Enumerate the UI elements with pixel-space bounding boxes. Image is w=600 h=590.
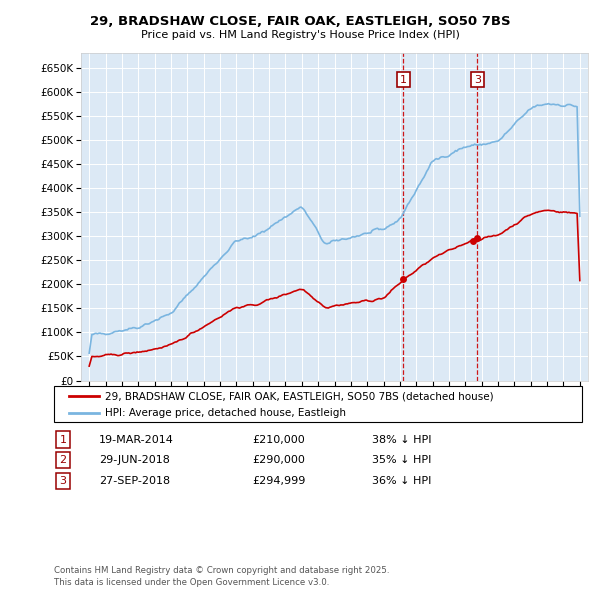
Text: 29, BRADSHAW CLOSE, FAIR OAK, EASTLEIGH, SO50 7BS: 29, BRADSHAW CLOSE, FAIR OAK, EASTLEIGH,… bbox=[89, 15, 511, 28]
Text: 29, BRADSHAW CLOSE, FAIR OAK, EASTLEIGH, SO50 7BS (detached house): 29, BRADSHAW CLOSE, FAIR OAK, EASTLEIGH,… bbox=[105, 392, 494, 401]
Text: £210,000: £210,000 bbox=[252, 435, 305, 444]
Text: 29-JUN-2018: 29-JUN-2018 bbox=[99, 455, 170, 465]
Text: 1: 1 bbox=[59, 435, 67, 444]
Text: 38% ↓ HPI: 38% ↓ HPI bbox=[372, 435, 431, 444]
Text: 1: 1 bbox=[400, 74, 407, 84]
Text: 35% ↓ HPI: 35% ↓ HPI bbox=[372, 455, 431, 465]
Text: Price paid vs. HM Land Registry's House Price Index (HPI): Price paid vs. HM Land Registry's House … bbox=[140, 30, 460, 40]
Text: £294,999: £294,999 bbox=[252, 476, 305, 486]
Text: 27-SEP-2018: 27-SEP-2018 bbox=[99, 476, 170, 486]
Text: 36% ↓ HPI: 36% ↓ HPI bbox=[372, 476, 431, 486]
Text: £290,000: £290,000 bbox=[252, 455, 305, 465]
Text: HPI: Average price, detached house, Eastleigh: HPI: Average price, detached house, East… bbox=[105, 408, 346, 418]
Text: 19-MAR-2014: 19-MAR-2014 bbox=[99, 435, 174, 444]
Text: 3: 3 bbox=[474, 74, 481, 84]
Text: 3: 3 bbox=[59, 476, 67, 486]
Text: Contains HM Land Registry data © Crown copyright and database right 2025.
This d: Contains HM Land Registry data © Crown c… bbox=[54, 566, 389, 587]
Text: 2: 2 bbox=[59, 455, 67, 465]
